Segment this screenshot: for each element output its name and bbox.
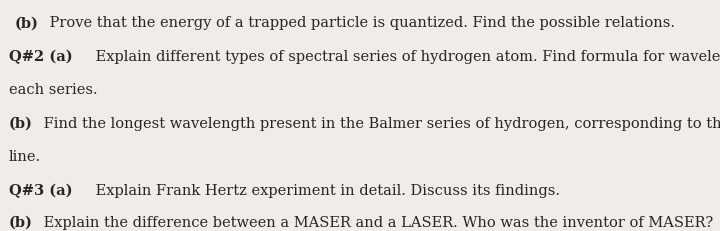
Text: each series.: each series. bbox=[9, 83, 97, 97]
Text: (b): (b) bbox=[14, 16, 38, 30]
Text: Explain different types of spectral series of hydrogen atom. Find formula for wa: Explain different types of spectral seri… bbox=[91, 50, 720, 64]
Text: Q#3 (a): Q#3 (a) bbox=[9, 184, 72, 198]
Text: Explain the difference between a MASER and a LASER. Who was the inventor of MASE: Explain the difference between a MASER a… bbox=[40, 216, 714, 230]
Text: line.: line. bbox=[9, 150, 41, 164]
Text: Find the longest wavelength present in the Balmer series of hydrogen, correspond: Find the longest wavelength present in t… bbox=[40, 117, 720, 131]
Text: (b): (b) bbox=[9, 216, 32, 230]
Text: Explain Frank Hertz experiment in detail. Discuss its findings.: Explain Frank Hertz experiment in detail… bbox=[91, 184, 559, 198]
Text: (b): (b) bbox=[9, 117, 32, 131]
Text: Prove that the energy of a trapped particle is quantized. Find the possible rela: Prove that the energy of a trapped parti… bbox=[45, 16, 675, 30]
Text: Q#2 (a): Q#2 (a) bbox=[9, 50, 72, 64]
